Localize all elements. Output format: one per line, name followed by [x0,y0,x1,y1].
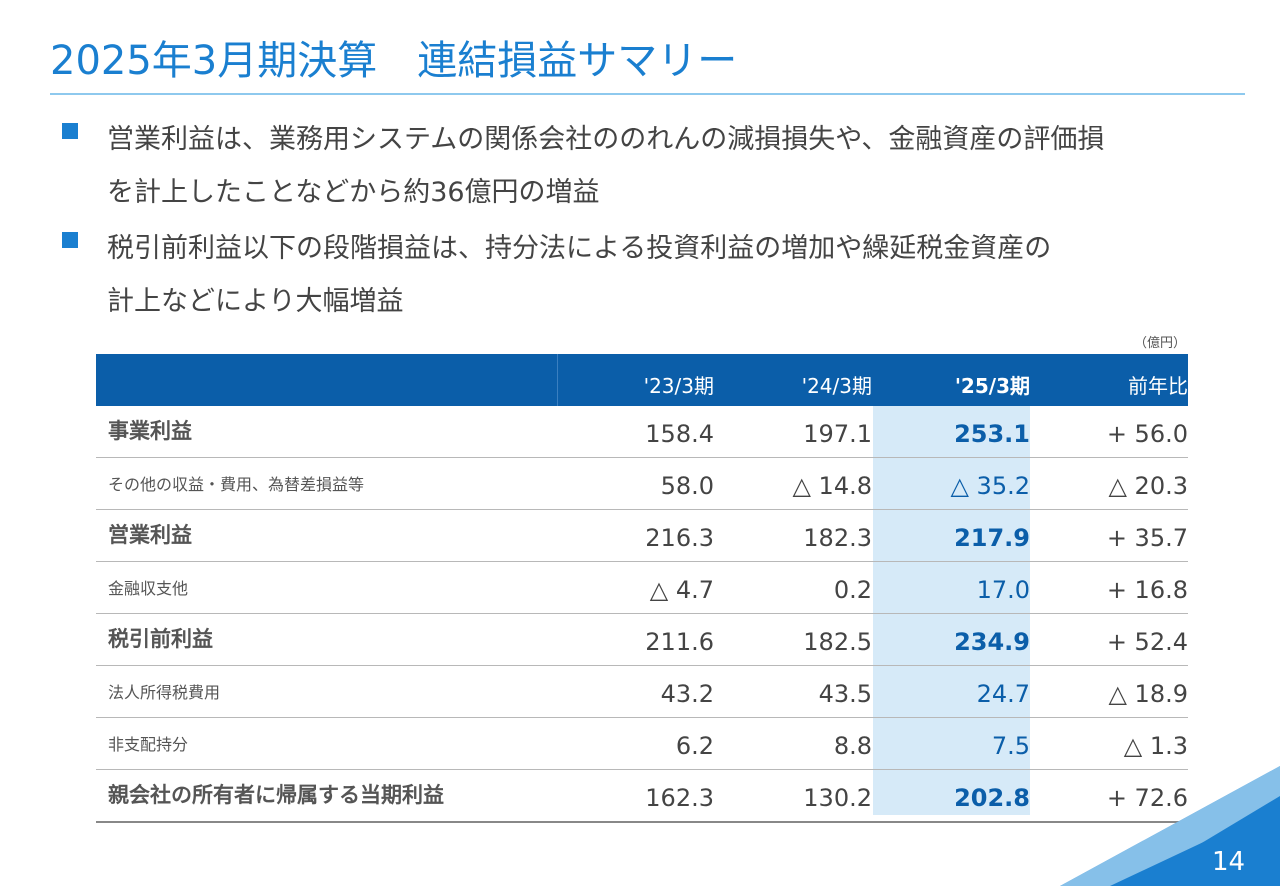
cell-value: 158.4 [645,420,714,448]
cell-value: △ 14.8 [792,472,872,500]
cell-value: △ 18.9 [1108,680,1188,708]
cell-value: 234.9 [954,628,1030,656]
column-header: '23/3期 [643,374,714,398]
profit-summary-table: '23/3期 '24/3期 '25/3期 前年比 事業利益 158.4 197.… [96,354,1188,823]
cell-value: 58.0 [660,472,714,500]
cell-value: 217.9 [954,524,1030,552]
row-label: 法人所得税費用 [108,683,221,702]
table-row: 事業利益 158.4 197.1 253.1 + 56.0 [96,406,1188,458]
table-row: 金融収支他 △ 4.7 0.2 17.0 + 16.8 [96,562,1188,614]
table-row: 法人所得税費用 43.2 43.5 24.7 △ 18.9 [96,666,1188,718]
table-header: '23/3期 '24/3期 '25/3期 前年比 [96,354,1188,406]
bullet-line: 計上などにより大幅増益 [107,286,404,317]
page-title: 2025年3月期決算 連結損益サマリー [50,38,738,84]
bullet-point: 営業利益は、業務用システムの関係会社ののれんの減損損失や、金融資産の評価損 を計… [62,113,1222,219]
table-row: 税引前利益 211.6 182.5 234.9 + 52.4 [96,614,1188,666]
bullet-text: 税引前利益以下の段階損益は、持分法による投資利益の増加や繰延税金資産の 計上など… [107,222,1222,328]
cell-value: 0.2 [833,576,872,604]
cell-value: 130.2 [803,784,872,812]
title-divider [50,93,1245,95]
cell-value: 162.3 [645,784,714,812]
cell-value: 8.8 [833,732,872,760]
row-label: 金融収支他 [108,579,189,598]
row-label: 事業利益 [108,419,192,443]
unit-label: （億円） [1133,336,1186,351]
cell-value: + 72.6 [1106,784,1188,812]
cell-value: 24.7 [976,680,1030,708]
page-number: 14 [1212,847,1246,877]
cell-value: + 35.7 [1106,524,1188,552]
column-header: '24/3期 [801,374,872,398]
corner-decoration [1060,766,1280,886]
corner-triangle-front [1130,796,1280,886]
cell-value: △ 35.2 [950,472,1030,500]
cell-value: 6.2 [675,732,714,760]
cell-value: △ 20.3 [1108,472,1188,500]
bullet-text: 営業利益は、業務用システムの関係会社ののれんの減損損失や、金融資産の評価損 を計… [107,113,1222,219]
column-header: '25/3期 [954,374,1030,398]
cell-value: 182.5 [803,628,872,656]
cell-value: 253.1 [954,420,1030,448]
current-year-highlight [873,406,1030,815]
row-label: 税引前利益 [108,627,213,651]
bullet-line: 税引前利益以下の段階損益は、持分法による投資利益の増加や繰延税金資産の [107,233,1052,264]
corner-triangle-light [1060,766,1280,886]
square-bullet-icon [62,123,78,139]
row-label: 親会社の所有者に帰属する当期利益 [108,783,444,807]
cell-value: △ 1.3 [1123,732,1188,760]
cell-value: 43.2 [660,680,714,708]
cell-value: 182.3 [803,524,872,552]
cell-value: △ 4.7 [649,576,714,604]
cell-value: + 52.4 [1106,628,1188,656]
cell-value: + 16.8 [1106,576,1188,604]
square-bullet-icon [62,232,78,248]
cell-value: 197.1 [803,420,872,448]
bullet-line: 営業利益は、業務用システムの関係会社ののれんの減損損失や、金融資産の評価損 [107,124,1105,155]
table-row: 非支配持分 6.2 8.8 7.5 △ 1.3 [96,718,1188,770]
cell-value: 43.5 [818,680,872,708]
column-header: 前年比 [1128,374,1188,398]
row-label: 非支配持分 [108,735,189,754]
table-row: その他の収益・費用、為替差損益等 58.0 △ 14.8 △ 35.2 △ 20… [96,458,1188,510]
cell-value: 202.8 [954,784,1030,812]
bullet-point: 税引前利益以下の段階損益は、持分法による投資利益の増加や繰延税金資産の 計上など… [62,222,1222,328]
row-label: その他の収益・費用、為替差損益等 [108,475,365,494]
table-row: 親会社の所有者に帰属する当期利益 162.3 130.2 202.8 + 72.… [96,770,1188,823]
row-label: 営業利益 [108,523,192,547]
table-row: 営業利益 216.3 182.3 217.9 + 35.7 [96,510,1188,562]
cell-value: + 56.0 [1106,420,1188,448]
cell-value: 7.5 [991,732,1030,760]
cell-value: 17.0 [976,576,1030,604]
bullet-line: を計上したことなどから約36億円の増益 [107,177,600,208]
cell-value: 216.3 [645,524,714,552]
cell-value: 211.6 [645,628,714,656]
header-divider [557,354,558,406]
